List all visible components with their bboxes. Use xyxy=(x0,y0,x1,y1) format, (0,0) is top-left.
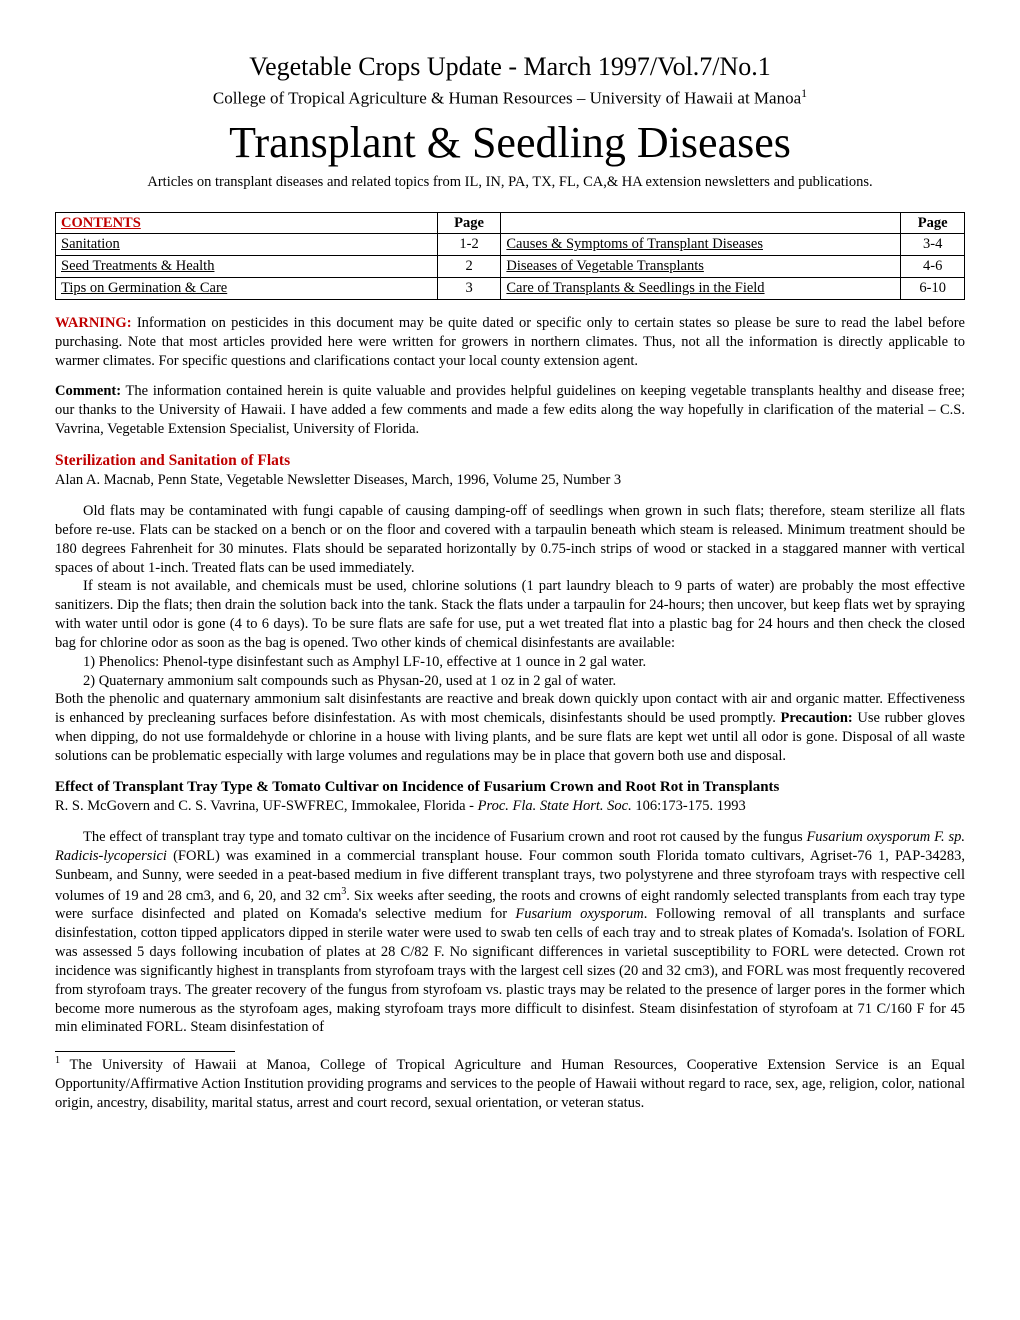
page-header-right: Page xyxy=(901,212,965,234)
section1-p1: Old flats may be contaminated with fungi… xyxy=(55,502,965,577)
institution-text: College of Tropical Agriculture & Human … xyxy=(213,88,801,107)
section1-li2: 2) Quaternary ammonium salt compounds su… xyxy=(55,672,965,691)
footnote-marker-top: 1 xyxy=(801,86,807,100)
toc-link[interactable]: Sanitation xyxy=(61,236,120,252)
section1-title: Sterilization and Sanitation of Flats xyxy=(55,451,965,471)
section2-p1: The effect of transplant tray type and t… xyxy=(55,828,965,1037)
section1-li1: 1) Phenolics: Phenol-type disinfestant s… xyxy=(55,653,965,672)
toc-link[interactable]: Care of Transplants & Seedlings in the F… xyxy=(506,280,764,296)
institution-line: College of Tropical Agriculture & Human … xyxy=(55,86,965,110)
comment-paragraph: Comment: The information contained herei… xyxy=(55,382,965,439)
toc-link[interactable]: Seed Treatments & Health xyxy=(61,258,214,274)
table-row: Tips on Germination & Care 3 Care of Tra… xyxy=(56,278,965,300)
intro-line: Articles on transplant diseases and rela… xyxy=(55,173,965,192)
section2-p1a: The effect of transplant tray type and t… xyxy=(83,829,806,845)
main-title: Transplant & Seedling Diseases xyxy=(55,114,965,171)
section2-attribution: R. S. McGovern and C. S. Vavrina, UF-SWF… xyxy=(55,797,965,816)
contents-label: CONTENTS xyxy=(61,215,141,231)
warning-paragraph: WARNING: Information on pesticides in th… xyxy=(55,314,965,371)
section2-p1d: . Following removal of all transplants a… xyxy=(55,906,965,1035)
page-header-left: Page xyxy=(437,212,501,234)
section2-attribution-b: 106:173-175. 1993 xyxy=(632,798,746,814)
toc-page: 6-10 xyxy=(901,278,965,300)
section1-p2: If steam is not available, and chemicals… xyxy=(55,577,965,652)
footnote-text: The University of Hawaii at Manoa, Colle… xyxy=(55,1057,965,1111)
toc-page: 1-2 xyxy=(437,234,501,256)
newsletter-issue-line: Vegetable Crops Update - March 1997/Vol.… xyxy=(55,50,965,84)
toc-page: 4-6 xyxy=(901,256,965,278)
comment-label: Comment: xyxy=(55,383,121,399)
table-row: Seed Treatments & Health 2 Diseases of V… xyxy=(56,256,965,278)
toc-page: 2 xyxy=(437,256,501,278)
toc-link[interactable]: Diseases of Vegetable Transplants xyxy=(506,258,703,274)
toc-link[interactable]: Causes & Symptoms of Transplant Diseases xyxy=(506,236,763,252)
toc-page: 3-4 xyxy=(901,234,965,256)
toc-page: 3 xyxy=(437,278,501,300)
precaution-label: Precaution: xyxy=(781,710,853,726)
contents-table: CONTENTS Page Page Sanitation 1-2 Causes… xyxy=(55,212,965,300)
warning-text: Information on pesticides in this docume… xyxy=(55,315,965,369)
warning-label: WARNING: xyxy=(55,315,132,331)
section1-p3: Both the phenolic and quaternary ammoniu… xyxy=(55,690,965,765)
section2-italic2: Fusarium oxysporum xyxy=(515,906,643,922)
section2-attribution-a: R. S. McGovern and C. S. Vavrina, UF-SWF… xyxy=(55,798,478,814)
section1-attribution: Alan A. Macnab, Penn State, Vegetable Ne… xyxy=(55,471,965,490)
table-row: Sanitation 1-2 Causes & Symptoms of Tran… xyxy=(56,234,965,256)
section2-title: Effect of Transplant Tray Type & Tomato … xyxy=(55,778,965,798)
table-header-row: CONTENTS Page Page xyxy=(56,212,965,234)
footnote: 1 The University of Hawaii at Manoa, Col… xyxy=(55,1054,965,1112)
section2-journal: Proc. Fla. State Hort. Soc. xyxy=(478,798,632,814)
comment-text: The information contained herein is quit… xyxy=(55,383,965,437)
footnote-rule xyxy=(55,1051,235,1052)
toc-link[interactable]: Tips on Germination & Care xyxy=(61,280,227,296)
